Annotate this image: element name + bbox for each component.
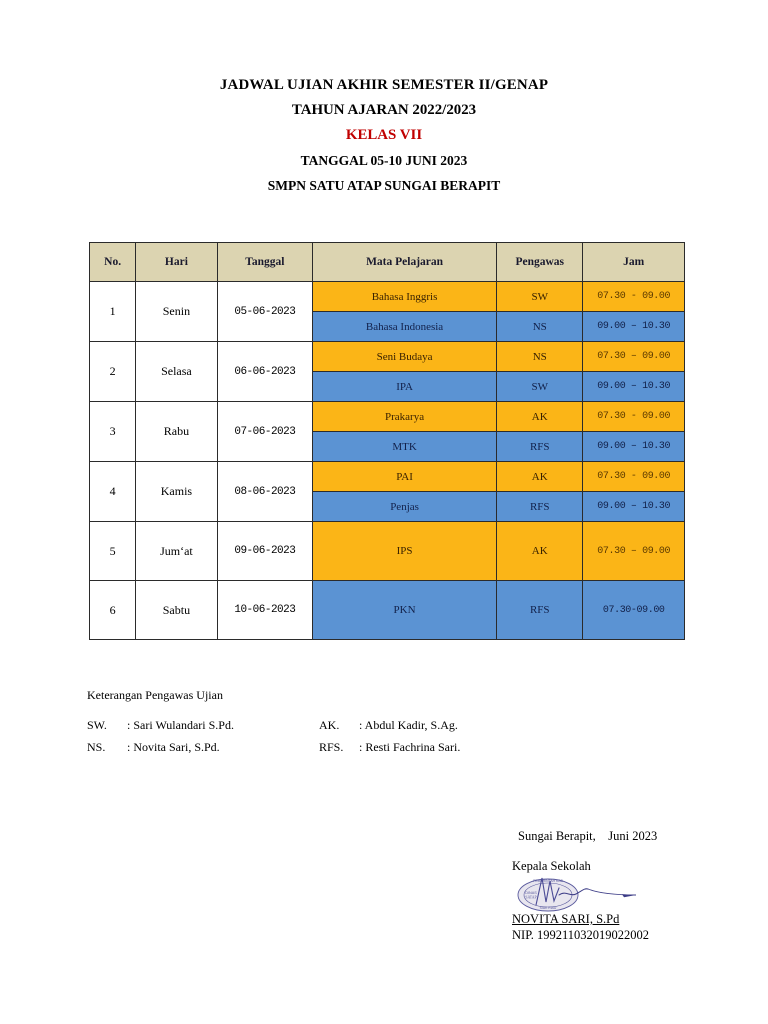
svg-text:SATAP: SATAP [525, 896, 536, 900]
svg-text:DINAS: DINAS [525, 891, 537, 895]
svg-text:SIAK RIAU: SIAK RIAU [540, 906, 557, 910]
svg-text:PEMERINTAH KAB: PEMERINTAH KAB [533, 879, 563, 883]
